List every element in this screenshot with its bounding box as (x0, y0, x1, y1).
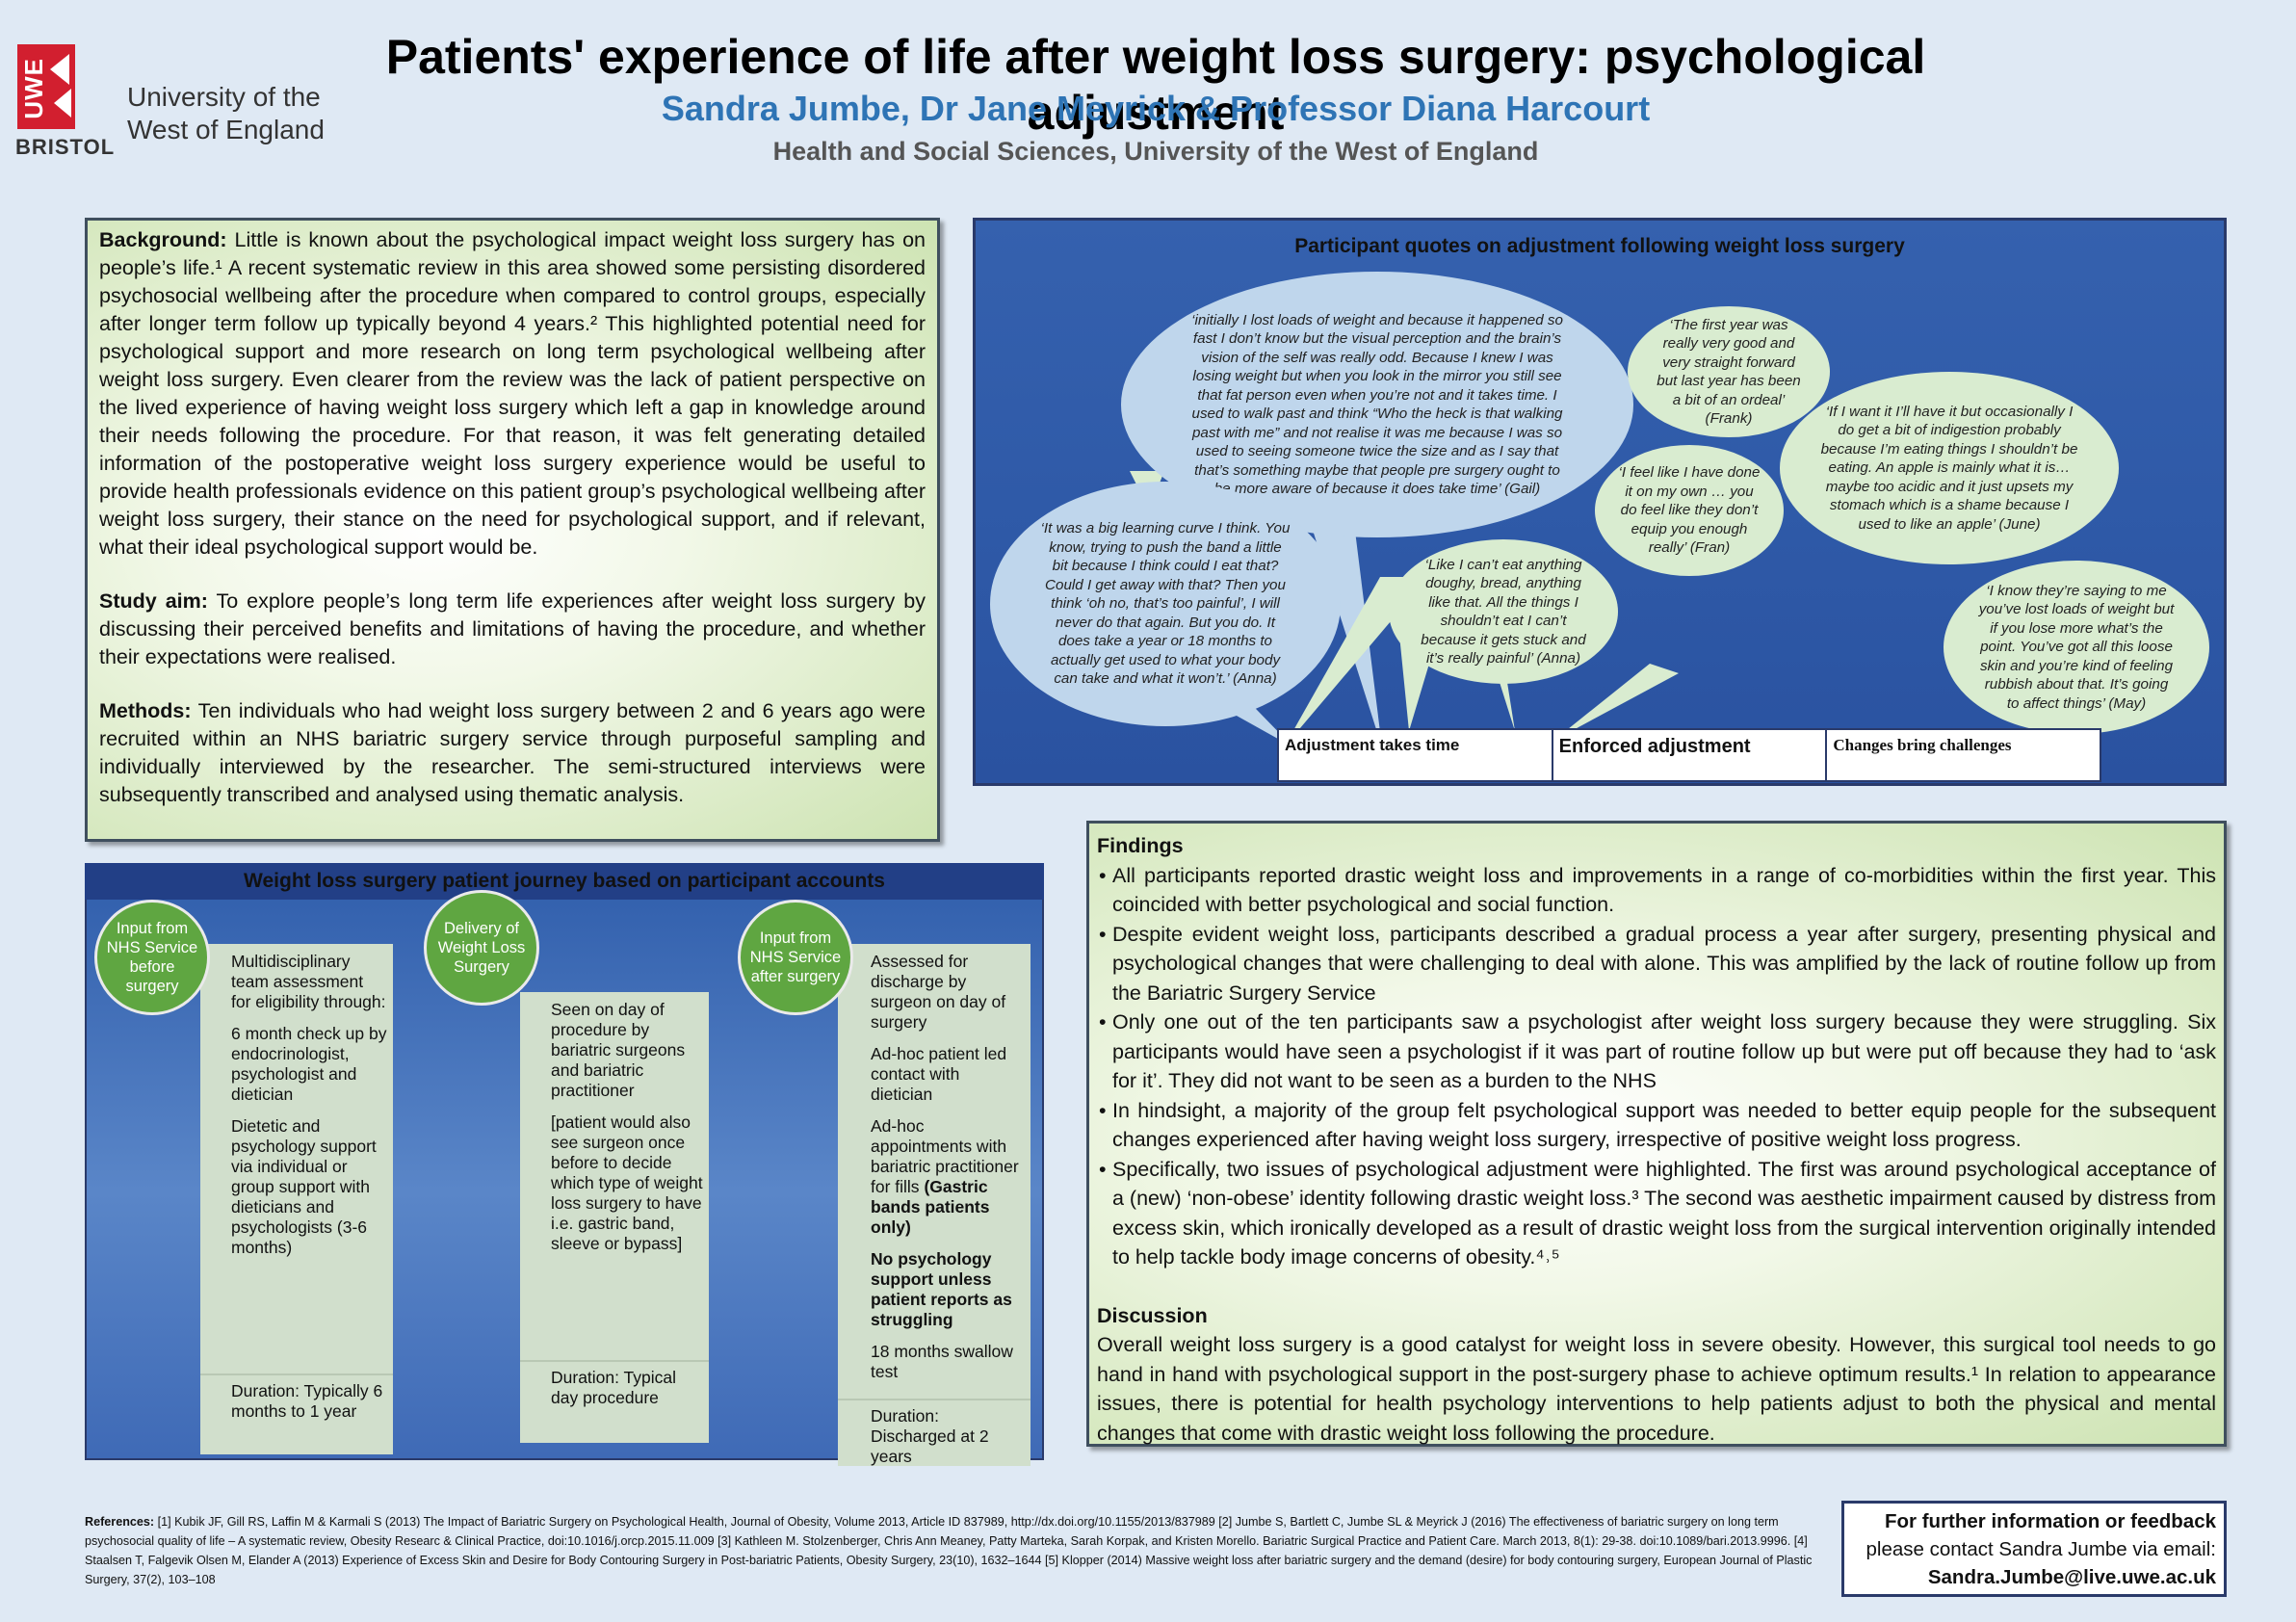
quote-may: ‘I know they’re saying to me you’ve lost… (1978, 582, 2175, 712)
journey-step2-circle: Delivery of Weight Loss Surgery (424, 890, 539, 1006)
finding-item: In hindsight, a majority of the group fe… (1099, 1096, 2216, 1155)
step3-text-4: No psychology support unless patient rep… (871, 1249, 1012, 1329)
contact-line2: please contact Sandra Jumbe via email: (1866, 1538, 2216, 1560)
references: References: [1] Kubik JF, Gill RS, Laffi… (85, 1512, 1830, 1589)
quotes-title: Participant quotes on adjustment followi… (1294, 235, 1905, 257)
quote-bubble-anna-time: ‘It was a big learning curve I think. Yo… (990, 482, 1341, 726)
methods-paragraph: Methods: Ten individuals who had weight … (99, 697, 926, 809)
poster-affiliation: Health and Social Sciences, University o… (772, 137, 1539, 166)
uwe-logo: UWE (17, 44, 75, 129)
logo-chevron-icon (50, 54, 69, 85)
theme-row: Adjustment takes time Enforced adjustmen… (1277, 728, 2101, 782)
discussion-text: Overall weight loss surgery is a good ca… (1097, 1333, 2216, 1445)
quote-anna-time: ‘It was a big learning curve I think. Yo… (1040, 520, 1291, 688)
journey-step3-details: Assessed for discharge by surgeon on day… (838, 944, 1031, 1399)
study-aim-text: To explore people’s long term life exper… (99, 589, 926, 668)
step2-text-1: Seen on day of procedure by bariatric su… (551, 1000, 686, 1100)
quote-june: ‘If I want it I’ll have it but occasiona… (1820, 403, 2078, 533)
step3-text-1: Assessed for discharge by surgeon on day… (871, 952, 1006, 1032)
quote-anna-food: ‘Like I can’t eat anything doughy, bread… (1421, 556, 1586, 667)
quote-bubble-june: ‘If I want it I’ll have it but occasiona… (1780, 372, 2119, 564)
poster-title: Patients' experience of life after weigh… (385, 30, 1926, 140)
step3-text-3a: Ad-hoc appointments with bariatric pract… (871, 1116, 1019, 1196)
journey-step1-circle: Input from NHS Service before surgery (94, 900, 210, 1015)
tail-may (1553, 664, 1679, 741)
findings-panel: Findings All participants reported drast… (1086, 821, 2227, 1447)
journey-step1-duration: Duration: Typically 6 months to 1 year (200, 1373, 393, 1454)
journey-step1-details: Multidisciplinary team assessment for el… (200, 944, 393, 1373)
quote-bubble-frank: ‘The first year was really very good and… (1628, 306, 1830, 437)
theme-changes-bring-challenges: Changes bring challenges (1833, 736, 2012, 754)
logo-bristol: BRISTOL (15, 135, 116, 159)
step2-text-2: [patient would also see surgeon once bef… (551, 1112, 703, 1253)
quote-bubble-fran: ‘I feel like I have done it on my own … … (1595, 445, 1784, 576)
findings-heading: Findings (1097, 834, 1184, 857)
step3-text-3: Ad-hoc appointments with bariatric pract… (871, 1116, 1025, 1238)
contact-line1: For further information or feedback (1885, 1510, 2216, 1532)
step3-text-3b: (Gastric bands patients only) (871, 1177, 990, 1237)
quote-bubble-may: ‘I know they’re saying to me you’ve lost… (1944, 561, 2209, 734)
step1-text-2: 6 month check up by endocrinologist, psy… (231, 1024, 387, 1104)
contact-box: For further information or feedback plea… (1841, 1501, 2227, 1597)
study-aim-paragraph: Study aim: To explore people’s long term… (99, 588, 926, 671)
journey-step3-duration: Duration: Discharged at 2 years (838, 1399, 1031, 1466)
step3-text-2: Ad-hoc patient led contact with dieticia… (871, 1044, 1007, 1104)
references-label: References: (85, 1515, 155, 1529)
contact-email-link[interactable]: Sandra.Jumbe@live.uwe.ac.uk (1927, 1566, 2216, 1588)
background-label: Background: (99, 228, 227, 251)
quote-fran: ‘I feel like I have done it on my own … … (1618, 464, 1761, 557)
logo-text: UWE (19, 58, 48, 119)
journey-step2-details: Seen on day of procedure by bariatric su… (520, 992, 709, 1360)
discussion-heading: Discussion (1097, 1303, 1208, 1327)
finding-item: All participants reported drastic weight… (1099, 861, 2216, 920)
study-aim-label: Study aim: (99, 589, 208, 613)
logo-uni-line1: University of the (127, 82, 321, 112)
theme-adjustment-takes-time: Adjustment takes time (1279, 730, 1553, 780)
theme-enforced-adjustment: Enforced adjustment (1553, 730, 1828, 780)
references-text: [1] Kubik JF, Gill RS, Laffin M & Karmal… (85, 1515, 1813, 1586)
quote-gail: ‘initially I lost loads of weight and be… (1191, 311, 1563, 498)
quote-frank: ‘The first year was really very good and… (1657, 316, 1801, 428)
logo-uni-line2: West of England (127, 115, 325, 144)
logo-university-name: University of the West of England (127, 81, 325, 146)
journey-step3-circle: Input from NHS Service after surgery (738, 900, 853, 1015)
step3-text-5: 18 months swallow test (871, 1342, 1013, 1381)
background-panel: Background: Little is known about the ps… (85, 218, 940, 842)
logo-chevron-icon-lower (54, 89, 71, 118)
findings-list: All participants reported drastic weight… (1097, 861, 2216, 1272)
poster-authors: Sandra Jumbe, Dr Jane Meyrick & Professo… (661, 89, 1651, 128)
step1-text-1: Multidisciplinary team assessment for el… (231, 952, 386, 1011)
finding-item: Specifically, two issues of psychologica… (1099, 1155, 2216, 1272)
finding-item: Despite evident weight loss, participant… (1099, 920, 2216, 1008)
finding-item: Only one out of the ten participants saw… (1099, 1007, 2216, 1096)
methods-text: Ten individuals who had weight loss surg… (99, 699, 926, 806)
background-text: Little is known about the psychological … (99, 228, 926, 559)
journey-title: Weight loss surgery patient journey base… (85, 863, 1044, 900)
background-paragraph: Background: Little is known about the ps… (99, 226, 926, 562)
step1-text-3: Dietetic and psychology support via indi… (231, 1116, 377, 1257)
methods-label: Methods: (99, 699, 192, 722)
quote-bubble-anna-food: ‘Like I can’t eat anything doughy, bread… (1389, 539, 1618, 684)
journey-step2-duration: Duration: Typical day procedure (520, 1360, 709, 1443)
